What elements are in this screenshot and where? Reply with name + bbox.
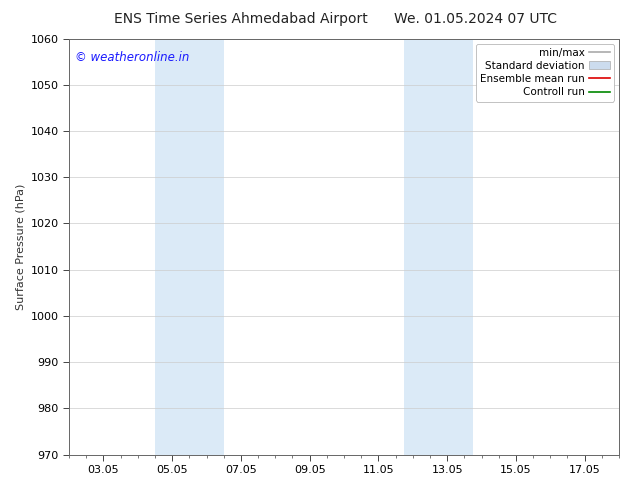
Legend: min/max, Standard deviation, Ensemble mean run, Controll run: min/max, Standard deviation, Ensemble me… [476, 44, 614, 101]
Bar [404, 39, 473, 455]
Y-axis label: Surface Pressure (hPa): Surface Pressure (hPa) [15, 183, 25, 310]
Text: ENS Time Series Ahmedabad Airport: ENS Time Series Ahmedabad Airport [114, 12, 368, 26]
Text: We. 01.05.2024 07 UTC: We. 01.05.2024 07 UTC [394, 12, 557, 26]
Bar [155, 39, 224, 455]
Text: © weatheronline.in: © weatheronline.in [75, 51, 189, 64]
